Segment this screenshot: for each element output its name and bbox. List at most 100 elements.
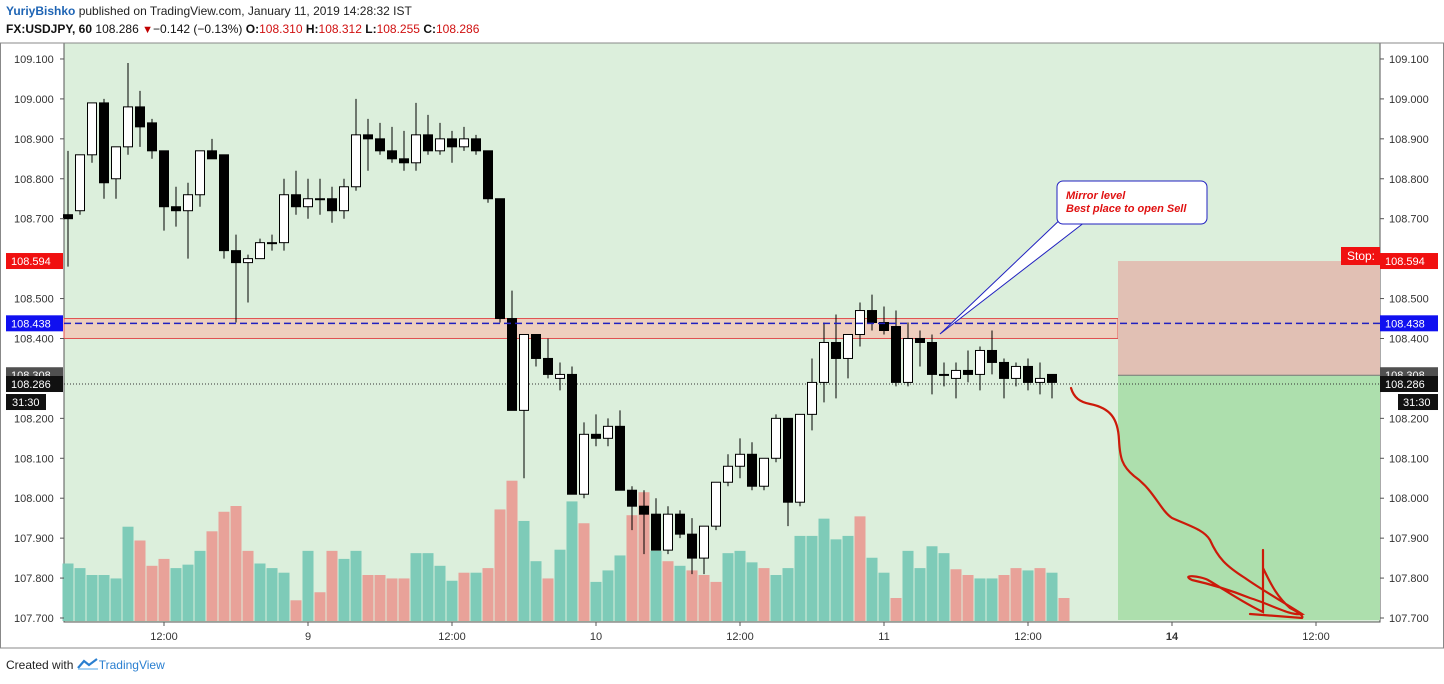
candle-up <box>183 194 193 212</box>
countdown-right: 31:30 <box>1403 397 1431 409</box>
low-value: 108.255 <box>376 22 420 36</box>
volume-bar <box>782 568 794 621</box>
candle-down <box>867 310 877 324</box>
candle-up <box>111 146 121 180</box>
high-label: H: <box>305 22 319 36</box>
candle-up <box>411 134 421 164</box>
candle-up <box>771 417 781 459</box>
candle-up <box>279 194 289 244</box>
volume-bar <box>614 555 626 621</box>
candle-up <box>951 369 961 379</box>
low-label: L: <box>365 22 377 36</box>
volume-bar <box>830 539 842 621</box>
candle-down <box>783 417 793 503</box>
volume-bar <box>758 568 770 621</box>
price-label-left: 108.594 <box>11 256 51 268</box>
volume-bar <box>434 565 446 621</box>
candle-down <box>999 361 1009 379</box>
volume-bar <box>506 480 518 621</box>
volume-bar <box>602 570 614 621</box>
candle-down <box>63 214 73 220</box>
candle-down <box>891 326 901 383</box>
volume-bar <box>554 549 566 621</box>
volume-bar <box>530 561 542 621</box>
stop-label-box <box>1341 247 1380 265</box>
callout-box <box>1056 180 1208 225</box>
y-tick-left: 108.200 <box>14 413 54 425</box>
volume-bar <box>686 570 698 621</box>
volume-bar <box>878 572 890 621</box>
volume-bar <box>1034 568 1046 621</box>
candle-down <box>927 341 937 375</box>
candle-up <box>723 465 733 483</box>
candle-up <box>75 154 85 212</box>
candle-up <box>459 138 469 148</box>
candle-up <box>123 106 133 148</box>
candle-down <box>399 158 409 164</box>
candle-down <box>615 425 625 491</box>
price-label-right: 108.286 <box>1385 379 1425 391</box>
candle-up <box>663 513 673 551</box>
price-label-right-box <box>1380 253 1438 270</box>
candle-down <box>387 150 397 160</box>
candle-down <box>651 513 661 551</box>
volume-bar <box>458 572 470 621</box>
volume-bar <box>98 575 110 621</box>
candle-up <box>711 481 721 527</box>
candle-down <box>1023 365 1033 383</box>
volume-bar <box>242 550 254 621</box>
volume-bar <box>866 557 878 621</box>
y-tick-right: 108.400 <box>1389 333 1429 345</box>
tradingview-brand[interactable]: TradingView <box>98 658 165 672</box>
volume-bar <box>626 515 638 621</box>
candle-down <box>471 138 481 152</box>
stop-loss-zone <box>1118 261 1380 376</box>
x-tick-label: 11 <box>878 631 889 643</box>
candle-up <box>735 453 745 467</box>
y-tick-left: 109.000 <box>14 94 54 106</box>
stop-label: Stop: <box>1347 249 1375 263</box>
volume-bar <box>86 575 98 621</box>
volume-bar <box>374 575 386 621</box>
volume-bar <box>122 526 134 621</box>
open-label: O: <box>245 22 260 36</box>
candle-down <box>543 357 553 375</box>
take-profit-zone <box>1118 375 1380 621</box>
volume-bar <box>854 516 866 621</box>
candle-up <box>267 242 277 245</box>
volume-bar <box>1046 572 1058 621</box>
volume-bar <box>218 511 230 621</box>
x-tick-label: 10 <box>590 631 602 643</box>
y-tick-left: 107.700 <box>14 613 54 625</box>
volume-bar <box>134 540 146 621</box>
volume-bar <box>638 492 650 621</box>
candle-down <box>99 102 109 184</box>
candle-down <box>363 134 373 140</box>
countdown-right-box <box>1398 394 1438 411</box>
candle-down <box>591 433 601 439</box>
volume-bar <box>494 509 506 621</box>
candle-down <box>639 505 649 515</box>
volume-bar <box>914 568 926 621</box>
publish-info: YuriyBishko published on TradingView.com… <box>6 4 412 18</box>
volume-bar <box>278 572 290 621</box>
ohlc-legend: FX:USDJPY, 60 108.286 ▼−0.142 (−0.13%) O… <box>6 22 479 36</box>
candle-down <box>831 341 841 359</box>
volume-bar <box>314 592 326 621</box>
callout-line-2: Best place to open Sell <box>1066 203 1187 215</box>
countdown-left-box <box>6 394 46 411</box>
volume-bar <box>542 578 554 621</box>
y-tick-left: 109.100 <box>14 54 54 66</box>
volume-bar <box>362 575 374 621</box>
candle-up <box>339 186 349 212</box>
candle-up <box>255 242 265 260</box>
change-value: −0.142 (−0.13%) <box>153 22 243 36</box>
volume-bar <box>194 550 206 621</box>
volume-bar <box>326 550 338 621</box>
volume-bar <box>1022 570 1034 621</box>
volume-bar <box>986 578 998 621</box>
x-tick-label: 12:00 <box>438 631 466 643</box>
volume-bar <box>842 535 854 621</box>
author-link[interactable]: YuriyBishko <box>6 4 76 18</box>
